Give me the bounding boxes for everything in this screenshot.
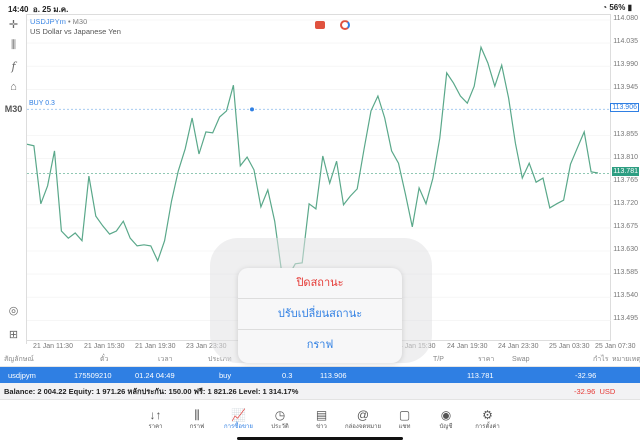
- nav-icon: ▤: [315, 408, 328, 422]
- column-header[interactable]: ราคา: [478, 356, 495, 363]
- trade-mode-icon[interactable]: [340, 20, 350, 30]
- cell-volume: 0.3: [282, 371, 293, 380]
- column-header[interactable]: สัญลักษณ์: [4, 356, 34, 363]
- nav-label: ข่าว: [316, 424, 327, 430]
- crosshair-icon[interactable]: ✛: [8, 19, 19, 31]
- status-time: 14:40 อ. 25 ม.ค.: [8, 5, 69, 14]
- nav-item[interactable]: 📈 การซื้อขาย: [218, 408, 259, 431]
- price-tick: 113.630: [613, 246, 638, 253]
- current-price-tag: 113.781: [612, 167, 639, 177]
- nav-icon: ◉: [440, 408, 452, 422]
- price-tick: 113.495: [613, 315, 638, 323]
- chart-toolbar: ✛ ⫼ f ⌂ M30 ◎ ⊞: [0, 14, 27, 344]
- cell-ticket: 175509210: [74, 371, 112, 380]
- price-tick: 114.035: [613, 38, 638, 46]
- one-click-trade-icon[interactable]: [315, 21, 325, 29]
- price-tick: 113.990: [613, 61, 638, 69]
- nav-icon: 📈: [231, 408, 246, 422]
- total-profit: -32.96 USD: [574, 387, 616, 396]
- price-axis: 114.080 114.035 113.990 113.945 113.855 113.8…: [610, 14, 640, 341]
- nav-label: การซื้อขาย: [224, 424, 253, 430]
- cell-type: buy: [219, 371, 232, 380]
- time-tick: 21 Jan 15:30: [84, 343, 125, 350]
- cell-time: 01.24 04:49: [135, 371, 175, 380]
- time-tick: 21 Jan 19:30: [135, 343, 176, 350]
- timeframe-button[interactable]: M30: [4, 104, 23, 114]
- time-tick: 24 Jan 23:30: [498, 343, 539, 350]
- status-bar: 14:40 อ. 25 ม.ค. ◔ 56% ▮: [0, 0, 640, 14]
- price-tick: 113.540: [613, 292, 638, 300]
- chart-settings-icon[interactable]: ◎: [8, 305, 19, 317]
- close-position-item[interactable]: ปิดสถานะ: [238, 268, 402, 299]
- nav-label: กล่องจดหมาย: [344, 424, 382, 430]
- nav-item[interactable]: ↓↑ ราคา: [135, 408, 176, 431]
- buy-entry-marker: [250, 107, 254, 112]
- column-header[interactable]: หมายเหตุ: [612, 356, 640, 363]
- function-icon[interactable]: f: [11, 60, 16, 73]
- price-tick: 113.675: [613, 222, 638, 230]
- column-header[interactable]: ตั๋ว: [100, 356, 109, 363]
- time-tick: 25 Jan 07:30: [595, 343, 636, 350]
- nav-item[interactable]: ⫼ กราฟ: [177, 408, 218, 431]
- cell-symbol: usdjpym: [8, 371, 36, 380]
- nav-item[interactable]: ⚙ การตั้งค่า: [467, 408, 508, 431]
- chart-symbol: USDJPYm • M30: [30, 17, 88, 26]
- price-tick: 113.765: [613, 176, 638, 184]
- balance-bar: Balance: 2 004.22 Equity: 1 971.26 หลักป…: [0, 383, 640, 400]
- nav-icon: ◷: [274, 408, 286, 422]
- chart-item[interactable]: กราฟ: [306, 339, 334, 351]
- nav-label: การตั้งค่า: [475, 424, 500, 430]
- nav-icon: @: [356, 408, 370, 422]
- nav-icon: ⫼: [194, 408, 200, 422]
- price-tick: 113.945: [613, 84, 638, 92]
- nav-label: กราฟ: [189, 424, 205, 430]
- price-tick: 113.585: [613, 269, 638, 277]
- time-tick: 21 Jan 11:30: [33, 343, 73, 350]
- home-indicator: [237, 437, 403, 440]
- nav-icon: ▢: [398, 408, 411, 422]
- nav-item[interactable]: ▢ แชท: [384, 408, 425, 431]
- nav-label: บัญชี: [439, 424, 453, 430]
- battery-indicator: ◔ 56% ▮: [602, 3, 632, 12]
- cell-profit: -32.96: [575, 371, 597, 380]
- nav-label: แชท: [398, 424, 411, 430]
- time-tick: 23 Jan 23:30: [186, 343, 227, 350]
- nav-icon: ↓↑: [149, 408, 162, 422]
- time-tick: 24 Jan 19:30: [447, 343, 488, 350]
- table-row[interactable]: usdjpym 175509210 01.24 04:49 buy 0.3 11…: [0, 367, 640, 383]
- buy-price-tag: 113.906: [610, 103, 639, 113]
- price-tick: 113.810: [613, 153, 638, 161]
- position-context-menu: ปิดสถานะ ปรับเปลี่ยนสถานะ กราฟ: [238, 268, 402, 363]
- modify-position-item[interactable]: ปรับเปลี่ยนสถานะ: [238, 299, 402, 330]
- column-header[interactable]: ประเภท: [208, 356, 232, 363]
- column-header[interactable]: เวลา: [158, 356, 173, 363]
- cell-open-price: 113.906: [320, 371, 347, 380]
- column-header[interactable]: T/P: [433, 356, 444, 363]
- time-tick: 25 Jan 03:30: [549, 343, 590, 350]
- column-header[interactable]: Swap: [512, 356, 530, 363]
- nav-item[interactable]: ◉ บัญชี: [426, 408, 467, 431]
- nav-label: ประวัติ: [271, 424, 289, 430]
- cell-price: 113.781: [467, 371, 494, 380]
- nav-item[interactable]: @ กล่องจดหมาย: [343, 408, 384, 431]
- buy-line-label: BUY 0.3: [29, 100, 55, 107]
- indicators-icon[interactable]: ⫼: [10, 39, 17, 51]
- nav-label: ราคา: [148, 424, 163, 430]
- add-icon[interactable]: ⊞: [8, 329, 19, 341]
- price-tick: 113.720: [613, 199, 638, 207]
- price-line: [27, 45, 599, 278]
- column-header[interactable]: กำไร: [593, 356, 609, 363]
- objects-icon[interactable]: ⌂: [10, 81, 17, 93]
- bottom-nav: ↓↑ ราคา ⫼ กราฟ 📈 การซื้อขาย ◷ ประวัติ ▤ ข่าว @ กล่อ…: [0, 400, 640, 447]
- nav-item[interactable]: ▤ ข่าว: [301, 408, 342, 431]
- price-tick: 114.080: [613, 15, 638, 22]
- nav-icon: ⚙: [482, 408, 493, 422]
- price-tick: 113.855: [613, 130, 638, 138]
- chart-description: US Dollar vs Japanese Yen: [30, 27, 121, 36]
- nav-item[interactable]: ◷ ประวัติ: [260, 408, 301, 431]
- balance-text: Balance: 2 004.22 Equity: 1 971.26 หลักป…: [4, 387, 299, 396]
